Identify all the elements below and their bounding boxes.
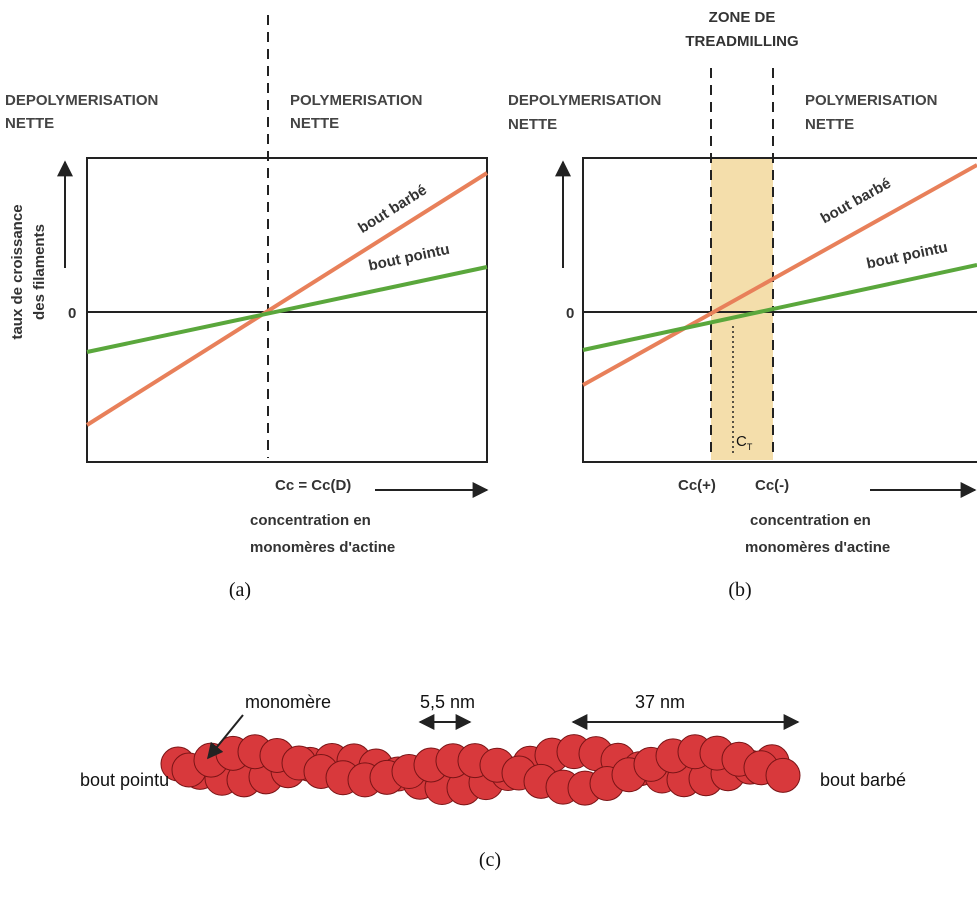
zone-label: ZONE DE — [709, 9, 776, 26]
panel-b: ZONE DE TREADMILLING DEPOLYMERISATION NE… — [508, 9, 977, 601]
caption: (a) — [229, 579, 251, 601]
ct-letter: C — [736, 433, 747, 450]
right-label: POLYMERISATION — [805, 92, 938, 109]
left-label: DEPOLYMERISATION — [5, 92, 158, 109]
barbed-line — [582, 163, 977, 387]
pitch-label: 37 nm — [635, 692, 685, 712]
monomer-label: monomère — [245, 692, 331, 712]
barbed-end-label: bout barbé — [820, 770, 906, 790]
barbed-label: bout barbé — [355, 181, 430, 236]
monomer-arrow — [206, 714, 244, 760]
panel-c: monomère 5,5 nm 37 nm bout pointu bout b… — [80, 692, 906, 871]
caption: (c) — [479, 849, 501, 871]
pointed-label: bout pointu — [367, 241, 451, 275]
cc-label: Cc = Cc(D) — [275, 477, 351, 494]
y-axis-label: des filaments — [31, 224, 48, 320]
pointed-end-label: bout pointu — [80, 770, 169, 790]
ct-label: CT — [736, 433, 753, 452]
zero-label: 0 — [68, 305, 76, 322]
left-label: NETTE — [508, 116, 557, 133]
pointed-label: bout pointu — [865, 239, 949, 273]
y-axis-label: taux de croissance — [9, 204, 26, 339]
ct-subscript: T — [747, 442, 753, 452]
right-label: NETTE — [805, 116, 854, 133]
caption: (b) — [728, 579, 751, 601]
cc-plus-label: Cc(+) — [678, 477, 716, 494]
panel-a: DEPOLYMERISATION NETTE POLYMERISATION NE… — [5, 15, 489, 601]
zone-label: TREADMILLING — [685, 33, 798, 50]
monomer — [765, 757, 801, 793]
barbed-line — [85, 171, 489, 427]
pointed-line — [86, 265, 488, 354]
plot-frame — [582, 157, 977, 463]
x-axis-label: concentration en — [750, 512, 871, 529]
pointed-line — [582, 263, 977, 352]
cc-minus-label: Cc(-) — [755, 477, 789, 494]
zero-label: 0 — [566, 305, 574, 322]
x-axis-label: monomères d'actine — [250, 539, 395, 556]
plot-frame — [86, 157, 488, 463]
left-label: NETTE — [5, 115, 54, 132]
x-axis-label: monomères d'actine — [745, 539, 890, 556]
x-axis-label: concentration en — [250, 512, 371, 529]
right-label: NETTE — [290, 115, 339, 132]
right-label: POLYMERISATION — [290, 92, 423, 109]
spacing-label: 5,5 nm — [420, 692, 475, 712]
left-label: DEPOLYMERISATION — [508, 92, 661, 109]
